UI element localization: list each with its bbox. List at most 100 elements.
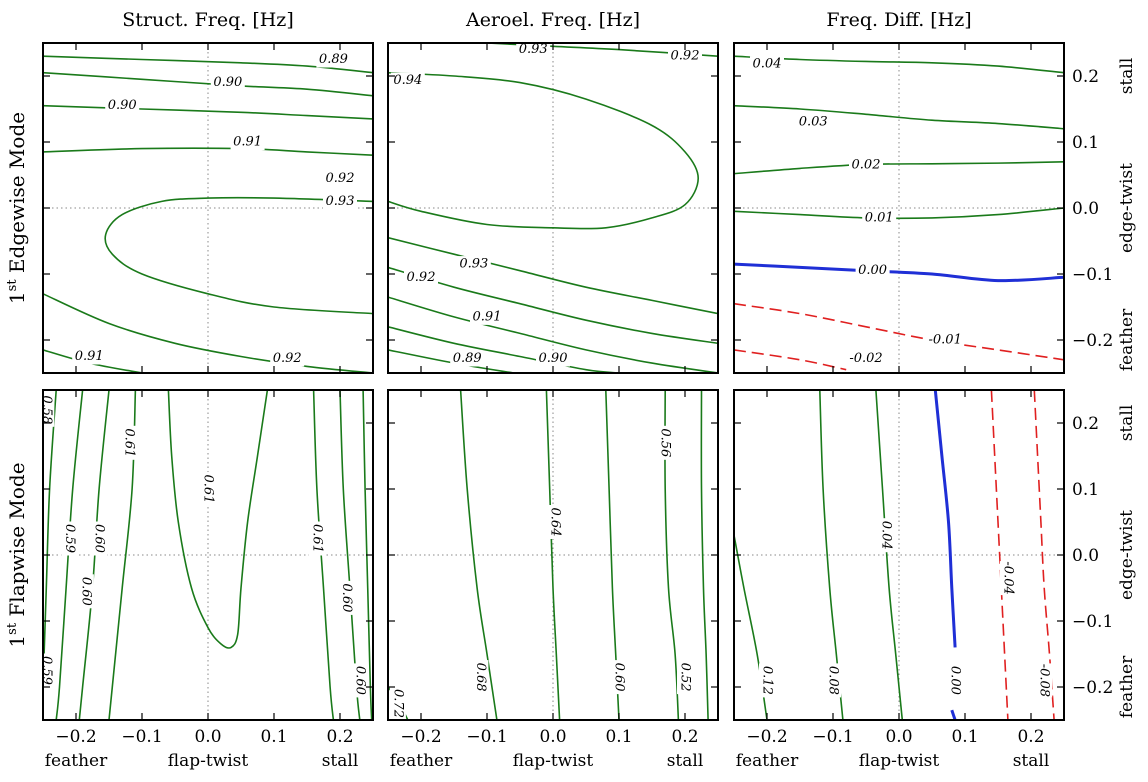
contour-label: 0.08 xyxy=(826,666,841,695)
x-tick-label: −0.1 xyxy=(466,727,507,747)
contour-label: 0.68 xyxy=(473,663,488,692)
contour-line-negative xyxy=(734,302,1064,361)
x-tick-label: 0.0 xyxy=(539,727,566,747)
contour-label: 0.72 xyxy=(390,689,405,718)
x-axis-descriptor: feather xyxy=(45,751,108,771)
contour-label-bg xyxy=(270,350,305,367)
y-tick-label: −0.2 xyxy=(1072,331,1113,351)
contour-label: -0.08 xyxy=(1037,664,1052,697)
contour-label-bg xyxy=(472,660,489,695)
panel-flap-diff: 0.12 0.08 0.04 0.00 -0.04 -0.08 −0.2 −0.1 0.0 0.1… xyxy=(733,389,1137,771)
contour-label: -0.02 xyxy=(849,351,882,366)
contour-label-bg xyxy=(450,350,485,367)
row-title-sup: st xyxy=(5,622,20,635)
contour-label-bg xyxy=(456,256,491,273)
contour-label-bg xyxy=(308,521,325,556)
contour-label: 0.89 xyxy=(319,52,348,67)
contour-label: 0.93 xyxy=(519,42,548,57)
y-axis-descriptor: stall xyxy=(1117,405,1137,442)
contour-label-bg xyxy=(105,97,140,114)
contour-label: 0.92 xyxy=(407,270,436,285)
contour-label-bg xyxy=(1036,663,1053,698)
x-tick-label: 0.1 xyxy=(605,727,632,747)
x-tick-label: −0.1 xyxy=(121,727,162,747)
contour-label-bg xyxy=(61,521,78,556)
contour-label-bg xyxy=(947,663,964,698)
x-tick-label: 0.2 xyxy=(671,727,698,747)
x-tick-label: 0.2 xyxy=(326,727,353,747)
contour-label: 0.91 xyxy=(473,309,502,324)
contour-line-positive xyxy=(734,207,1064,220)
x-axis-descriptor: feather xyxy=(390,751,453,771)
contour-line-positive xyxy=(700,390,709,720)
contour-label: 0.12 xyxy=(760,666,775,695)
contour-label-bg xyxy=(849,157,883,174)
contour-line-positive xyxy=(388,71,700,230)
x-axis-descriptor: stall xyxy=(322,751,359,771)
contour-line-positive xyxy=(875,390,904,720)
contour-label: 0.00 xyxy=(948,666,963,695)
x-axis-descriptor: stall xyxy=(667,751,704,771)
x-axis-descriptor: flap-twist xyxy=(859,751,940,771)
contour-label-bg xyxy=(338,580,355,615)
contour-line-positive xyxy=(43,71,373,97)
x-tick-label: 0.0 xyxy=(194,727,221,747)
contour-line-zero xyxy=(734,262,1064,283)
contour-label-bg xyxy=(849,350,883,367)
contour-label-bg xyxy=(657,425,674,460)
x-axis-descriptor: flap-twist xyxy=(513,751,594,771)
contour-label-bg xyxy=(470,308,504,325)
contour-line-positive xyxy=(43,104,373,120)
x-tick-label: −0.2 xyxy=(746,727,787,747)
contour-label-bg xyxy=(390,72,425,89)
x-tick-label: 0.1 xyxy=(951,727,978,747)
contour-line-positive xyxy=(734,104,1064,130)
contour-line-positive xyxy=(312,390,335,720)
column-title: Struct. Freq. [Hz] xyxy=(122,9,293,31)
contour-line-positive xyxy=(388,236,718,315)
panel-edge-diff: 0.04 0.03 0.02 0.01 0.00 -0.01 -0.02 0.2 0.1 0.0 −… xyxy=(733,42,1137,374)
contour-line-negative xyxy=(734,349,847,371)
contour-label: 0.01 xyxy=(865,210,894,225)
contour-line-positive xyxy=(388,266,718,345)
contour-line-positive xyxy=(545,390,561,720)
row-title-number: 1 xyxy=(5,635,29,648)
x-tick-label: −0.2 xyxy=(55,727,96,747)
contour-label: 0.64 xyxy=(547,508,562,537)
contour-line-positive xyxy=(43,55,373,74)
contour-label: 0.91 xyxy=(75,349,104,364)
y-tick-label: 0.2 xyxy=(1072,414,1099,434)
contour-label-bg xyxy=(536,350,570,367)
contour-label: 0.61 xyxy=(121,428,136,457)
contour-label: -0.04 xyxy=(1000,561,1015,594)
contour-label: 0.59 xyxy=(62,524,77,553)
contour-line-zero xyxy=(950,709,957,720)
contour-label-bg xyxy=(323,170,357,187)
x-axis-descriptor: stall xyxy=(1013,751,1050,771)
row-title-sup: st xyxy=(5,279,20,292)
contour-label-bg xyxy=(91,521,108,556)
contour-line-positive xyxy=(362,390,373,720)
contour-label-bg xyxy=(796,114,831,131)
row-title-text: Edgewise Mode xyxy=(5,112,29,280)
contour-label: 0.94 xyxy=(393,73,422,88)
contour-line-negative xyxy=(1033,390,1055,720)
contour-label-bg xyxy=(200,472,216,506)
contour-label: 0.52 xyxy=(678,663,693,692)
contour-label-bg xyxy=(855,262,890,279)
contour-label: 0.92 xyxy=(326,171,355,186)
x-axis-descriptor: feather xyxy=(736,751,799,771)
contour-label-bg xyxy=(210,74,245,91)
contour-label-bg xyxy=(750,56,784,73)
contour-label-bg xyxy=(323,193,357,210)
row-title: 1st Flapwise Mode xyxy=(5,462,29,647)
contour-label: 0.91 xyxy=(233,135,262,150)
y-axis-descriptor: edge-twist xyxy=(1117,510,1137,600)
contour-line-negative xyxy=(990,390,1009,720)
contour-line-positive xyxy=(55,390,84,720)
x-axis-descriptor: flap-twist xyxy=(168,751,249,771)
y-tick-label: −0.2 xyxy=(1072,678,1113,698)
x-tick-label: −0.1 xyxy=(812,727,853,747)
contour-line-positive xyxy=(104,196,373,315)
